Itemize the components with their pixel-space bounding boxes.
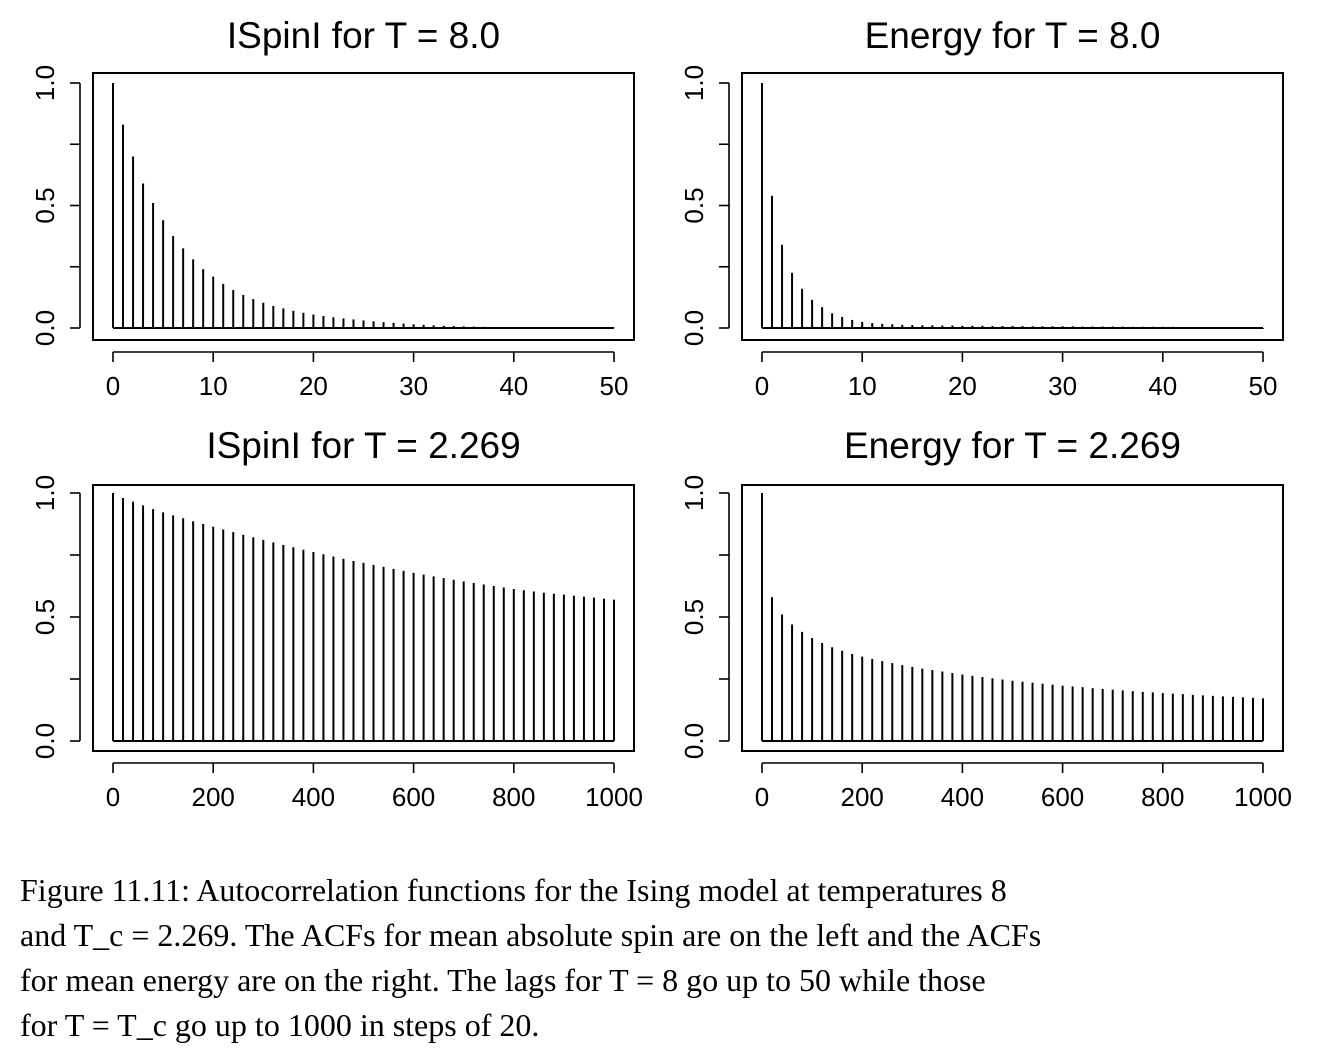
y-tick-label-1-2: 1.0 <box>30 65 60 101</box>
y-tick-label-3-1: 0.5 <box>30 599 60 635</box>
x-tick-label-3-5: 1000 <box>585 782 643 812</box>
x-tick-label-4-0: 0 <box>755 782 769 812</box>
x-tick-label-1-0: 0 <box>106 371 120 401</box>
y-tick-label-3-0: 0.0 <box>30 723 60 759</box>
caption-line-4: for T = T_c go up to 1000 in steps of 20… <box>20 1007 540 1043</box>
y-tick-label-3-2: 1.0 <box>30 475 60 511</box>
x-tick-label-4-1: 200 <box>841 782 884 812</box>
y-tick-label-1-1: 0.5 <box>30 187 60 223</box>
y-tick-label-2-1: 0.5 <box>679 187 709 223</box>
x-tick-label-1-5: 50 <box>600 371 629 401</box>
figure: ISpinI for T = 8.0 0 10 20 30 40 50 0.0 0.5 1.0 En… <box>30 15 1292 812</box>
x-tick-label-3-4: 800 <box>492 782 535 812</box>
x-tick-label-1-3: 30 <box>399 371 428 401</box>
x-tick-label-3-3: 600 <box>392 782 435 812</box>
x-tick-label-2-0: 0 <box>755 371 769 401</box>
x-tick-label-2-3: 30 <box>1048 371 1077 401</box>
y-tick-label-4-1: 0.5 <box>679 599 709 635</box>
caption-line-3: for mean energy are on the right. The la… <box>20 962 986 998</box>
chart-title-3: ISpinI for T = 2.269 <box>206 425 520 466</box>
caption-line-2: and T_c = 2.269. The ACFs for mean absol… <box>20 917 1042 953</box>
plot-frame-2 <box>741 72 1284 341</box>
plot-frame-4 <box>741 484 1284 752</box>
y-tick-label-2-0: 0.0 <box>679 310 709 346</box>
x-tick-label-1-1: 10 <box>199 371 228 401</box>
y-tick-label-4-2: 1.0 <box>679 475 709 511</box>
chart-title-4: Energy for T = 2.269 <box>844 425 1181 466</box>
x-tick-label-4-5: 1000 <box>1234 782 1292 812</box>
x-tick-label-1-2: 20 <box>299 371 328 401</box>
x-tick-label-1-4: 40 <box>499 371 528 401</box>
caption-line-1: Figure 11.11: Autocorrelation functions … <box>20 872 1007 908</box>
plot-frame-1 <box>92 72 635 341</box>
chart-title-1: ISpinI for T = 8.0 <box>227 15 500 56</box>
x-tick-label-2-4: 40 <box>1148 371 1177 401</box>
figure-caption: Figure 11.11: Autocorrelation functions … <box>20 868 1320 1048</box>
x-tick-label-4-2: 400 <box>941 782 984 812</box>
x-tick-label-3-0: 0 <box>106 782 120 812</box>
x-tick-label-3-1: 200 <box>192 782 235 812</box>
x-tick-label-4-4: 800 <box>1141 782 1184 812</box>
x-tick-label-4-3: 600 <box>1041 782 1084 812</box>
x-tick-label-2-5: 50 <box>1249 371 1278 401</box>
x-tick-label-2-2: 20 <box>948 371 977 401</box>
y-tick-label-4-0: 0.0 <box>679 723 709 759</box>
y-tick-label-2-2: 1.0 <box>679 65 709 101</box>
plot-frame-3 <box>92 484 635 752</box>
x-tick-label-3-2: 400 <box>292 782 335 812</box>
chart-title-2: Energy for T = 8.0 <box>865 15 1161 56</box>
y-tick-label-1-0: 0.0 <box>30 310 60 346</box>
x-tick-label-2-1: 10 <box>848 371 877 401</box>
